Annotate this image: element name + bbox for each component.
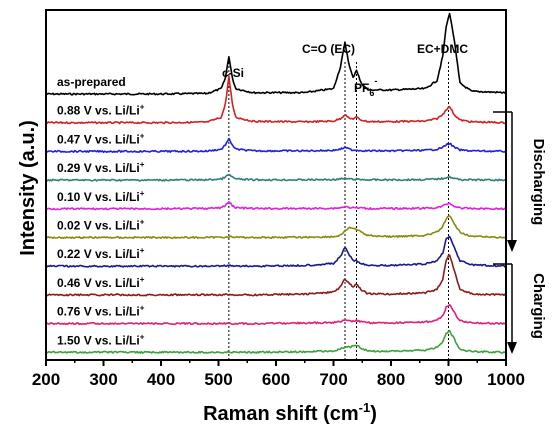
spectrum-line-2: [45, 137, 507, 153]
spectrum-label-9: 1.50 V vs. Li/Li+: [57, 332, 145, 347]
spectrum-label-text-8: 0.76 V vs. Li/Li: [57, 305, 140, 319]
x-tick-label-200: 200: [32, 370, 60, 389]
spectrum-label-4: 0.10 V vs. Li/Li+: [57, 189, 145, 204]
annotation-pf6-sup: -: [374, 76, 377, 86]
spectrum-label-sup-3: +: [140, 160, 145, 169]
discharging-label: Discharging: [530, 139, 547, 226]
spectrum-label-text-5: 0.02 V vs. Li/Li: [57, 219, 140, 233]
spectrum-label-1: 0.88 V vs. Li/Li+: [57, 103, 145, 118]
spectrum-label-sup-6: +: [140, 246, 145, 255]
annotation-pf6-base: PF: [354, 81, 369, 95]
x-axis-title: Raman shift (cm-1): [203, 400, 377, 425]
spectrum-label-2: 0.47 V vs. Li/Li+: [57, 131, 145, 146]
spectrum-label-sup-5: +: [140, 218, 145, 227]
x-tick-label-900: 900: [434, 370, 462, 389]
spectrum-label-sup-2: +: [140, 131, 145, 140]
spectrum-label-text-3: 0.29 V vs. Li/Li: [57, 161, 140, 175]
spectrum-label-text-0: as-prepared: [57, 75, 126, 89]
spectrum-label-0: as-prepared: [57, 75, 126, 89]
annotation-pf6: PF6-: [354, 76, 377, 98]
y-axis-title: Intensity (a.u.): [17, 120, 39, 256]
spectrum-label-sup-1: +: [140, 103, 145, 112]
reference-lines: [228, 62, 449, 360]
x-tick-label-600: 600: [262, 370, 290, 389]
x-axis-title-sup: -1: [359, 400, 371, 415]
charging-bracket: [493, 263, 517, 354]
x-axis-title-main: Raman shift (cm: [203, 403, 359, 425]
spectrum-label-text-6: 0.22 V vs. Li/Li: [57, 247, 140, 261]
x-tick-label-800: 800: [377, 370, 405, 389]
annotation-pf6-sub: 6: [369, 88, 374, 98]
spectrum-label-8: 0.76 V vs. Li/Li+: [57, 304, 145, 319]
x-tick-label-500: 500: [204, 370, 232, 389]
spectrum-label-text-1: 0.88 V vs. Li/Li: [57, 104, 140, 118]
annotation-carbonyl: C=O (EC): [302, 42, 355, 56]
spectrum-line-3: [45, 173, 507, 182]
spectrum-label-sup-8: +: [140, 304, 145, 313]
spectrum-label-3: 0.29 V vs. Li/Li+: [57, 160, 145, 175]
spectrum-line-7: [45, 254, 507, 297]
annotation-c-si: c-Si: [222, 66, 244, 80]
spectrum-label-5: 0.02 V vs. Li/Li+: [57, 218, 145, 233]
spectrum-line-6: [45, 235, 507, 268]
spectra-curves: [45, 12, 507, 354]
x-tick-label-700: 700: [319, 370, 347, 389]
spectrum-label-text-7: 0.46 V vs. Li/Li: [57, 276, 140, 290]
x-tick-label-1000: 1000: [487, 370, 525, 389]
spectrum-label-7: 0.46 V vs. Li/Li+: [57, 275, 145, 290]
spectrum-line-8: [45, 303, 507, 326]
annotation-ec-dmc: EC+DMC: [417, 42, 468, 56]
spectrum-line-9: [45, 329, 507, 354]
spectrum-line-0: [45, 12, 507, 96]
spectrum-label-text-9: 1.50 V vs. Li/Li: [57, 333, 140, 347]
spectrum-label-6: 0.22 V vs. Li/Li+: [57, 246, 145, 261]
spectrum-line-1: [45, 75, 507, 125]
x-tick-label-400: 400: [147, 370, 175, 389]
spectrum-label-text-4: 0.10 V vs. Li/Li: [57, 190, 140, 204]
x-tick-label-300: 300: [89, 370, 117, 389]
charging-label: Charging: [530, 273, 547, 339]
spectrum-line-5: [45, 215, 507, 240]
spectrum-line-4: [45, 201, 507, 211]
discharging-bracket: [493, 111, 517, 252]
spectrum-label-sup-7: +: [140, 275, 145, 284]
spectrum-label-sup-9: +: [140, 332, 145, 341]
spectrum-label-sup-4: +: [140, 189, 145, 198]
x-axis-ticks: 200 300 400 500 600 700 800 900 1000: [32, 360, 525, 389]
spectrum-label-text-2: 0.47 V vs. Li/Li: [57, 132, 140, 146]
x-axis-title-close: ): [370, 403, 377, 425]
